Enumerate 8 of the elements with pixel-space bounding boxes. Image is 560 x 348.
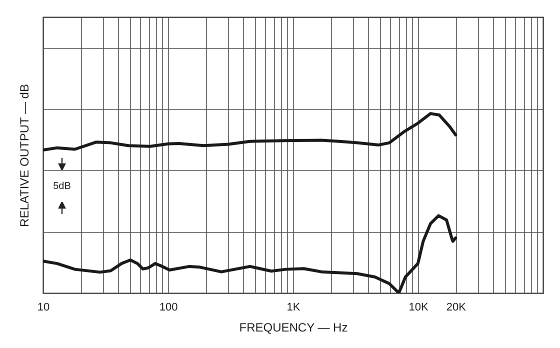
x-tick-label: 20K xyxy=(446,302,467,314)
x-tick-label: 100 xyxy=(159,302,178,314)
x-tick-label: 10 xyxy=(37,302,50,314)
x-tick-label: 1K xyxy=(286,302,301,314)
annotation: 5dB xyxy=(53,181,72,192)
x-axis-title: FREQUENCY — Hz xyxy=(239,320,348,334)
y-axis-title: RELATIVE OUTPUT — dB xyxy=(18,84,32,227)
x-tick-label: 10K xyxy=(408,302,429,314)
